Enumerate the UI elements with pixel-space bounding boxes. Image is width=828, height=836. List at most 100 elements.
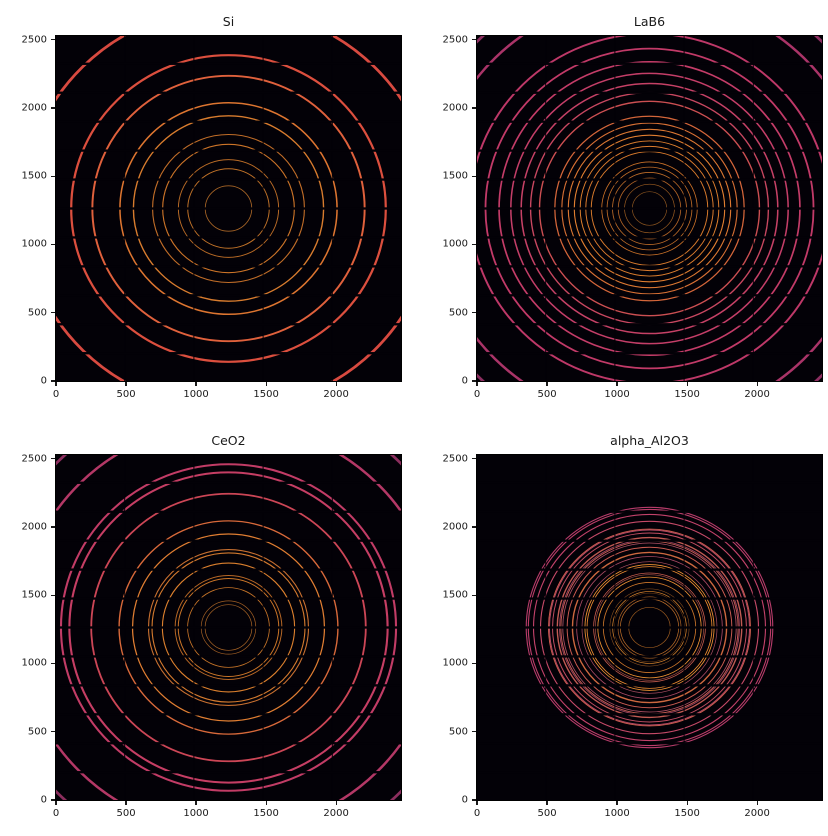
module-gap-horizontal [56,684,401,687]
module-gap-horizontal [477,510,822,513]
module-gap-horizontal [477,236,822,239]
y-tick-mark [51,380,55,382]
x-tick-mark [756,801,758,805]
x-tick-label: 2000 [323,808,349,819]
module-gap-horizontal [477,655,822,658]
module-gap-horizontal [477,684,822,687]
x-tick-mark [616,382,618,386]
module-gap-horizontal [56,149,401,152]
module-gap-horizontal [56,178,401,181]
module-gap-horizontal [477,178,822,181]
y-tick-mark [51,312,55,314]
module-gap-horizontal [477,597,822,600]
module-gap-horizontal [56,265,401,268]
x-tick-mark [546,382,548,386]
y-tick-label: 500 [27,726,47,738]
module-gap-horizontal [477,481,822,484]
module-gap-horizontal [56,236,401,239]
module-gap-horizontal [477,539,822,542]
module-gap-horizontal [56,481,401,484]
y-tick-mark [51,526,55,528]
x-tick-label: 0 [473,808,481,819]
x-tick-label: 500 [537,808,557,819]
y-tick-mark [472,175,476,177]
x-tick-mark [756,382,758,386]
x-tick-label: 1000 [183,808,209,819]
subplot-title-lab6: LaB6 [633,14,666,29]
subplot-title-alpha-al2o3: alpha_Al2O3 [610,433,689,448]
y-tick-label: 2000 [21,102,47,114]
module-gap-horizontal [477,742,822,745]
module-gap-horizontal [56,626,401,629]
y-tick-mark [472,107,476,109]
diffraction-image-lab6 [477,36,822,381]
y-tick-mark [472,731,476,733]
x-tick-mark [335,382,337,386]
y-tick-mark [51,731,55,733]
y-tick-label: 1500 [442,170,468,182]
axes-lab6 [476,35,823,382]
module-gap-horizontal [477,91,822,94]
x-tick-label: 2000 [744,808,770,819]
module-gap-horizontal [477,207,822,210]
x-tick-label: 1000 [604,808,630,819]
x-tick-label: 1000 [183,389,209,400]
y-tick-label: 2500 [442,34,468,46]
module-gap-horizontal [56,120,401,123]
y-tick-mark [472,594,476,596]
x-tick-label: 500 [116,808,136,819]
x-tick-mark [546,801,548,805]
y-tick-label: 500 [448,307,468,319]
y-tick-label: 0 [461,794,468,806]
y-tick-label: 2500 [442,453,468,465]
x-tick-mark [195,801,197,805]
module-gap-horizontal [477,568,822,571]
y-tick-mark [51,662,55,665]
y-tick-mark [472,799,476,801]
y-tick-mark [51,243,55,246]
y-tick-mark [51,594,55,596]
x-tick-mark [125,382,127,386]
x-tick-label: 1500 [253,389,279,400]
module-gap-horizontal [56,742,401,745]
module-gap-horizontal [56,597,401,600]
module-gap-horizontal [56,62,401,65]
y-tick-mark [51,799,55,801]
y-tick-label: 2000 [442,102,468,114]
y-tick-mark [472,662,476,665]
y-tick-label: 1500 [21,170,47,182]
axes-ceo2 [55,454,402,801]
y-tick-mark [472,312,476,314]
module-gap-horizontal [56,323,401,326]
y-tick-mark [472,526,476,528]
x-tick-label: 0 [52,808,60,819]
x-tick-label: 1500 [253,808,279,819]
module-gap-horizontal [56,713,401,716]
x-tick-mark [125,801,127,805]
module-gap-horizontal [56,539,401,542]
module-gap-horizontal [477,265,822,268]
module-gap-horizontal [56,655,401,658]
y-tick-label: 2000 [442,521,468,533]
x-tick-mark [335,801,337,805]
diffraction-image-alpha-al2o3 [477,455,822,800]
module-gap-horizontal [477,120,822,123]
module-gap-horizontal [477,149,822,152]
x-tick-label: 500 [116,389,136,400]
y-tick-mark [51,39,55,41]
y-tick-mark [51,107,55,109]
axes-si [55,35,402,382]
x-tick-label: 2000 [744,389,770,400]
y-tick-label: 500 [448,726,468,738]
y-tick-label: 0 [461,375,468,387]
y-tick-label: 1000 [21,238,47,250]
module-gap-horizontal [477,713,822,716]
x-tick-label: 500 [537,389,557,400]
x-tick-label: 2000 [323,389,349,400]
y-tick-mark [472,458,476,460]
subplot-title-ceo2: CeO2 [211,433,246,448]
y-tick-mark [472,380,476,382]
module-gap-horizontal [56,91,401,94]
y-tick-mark [51,175,55,177]
